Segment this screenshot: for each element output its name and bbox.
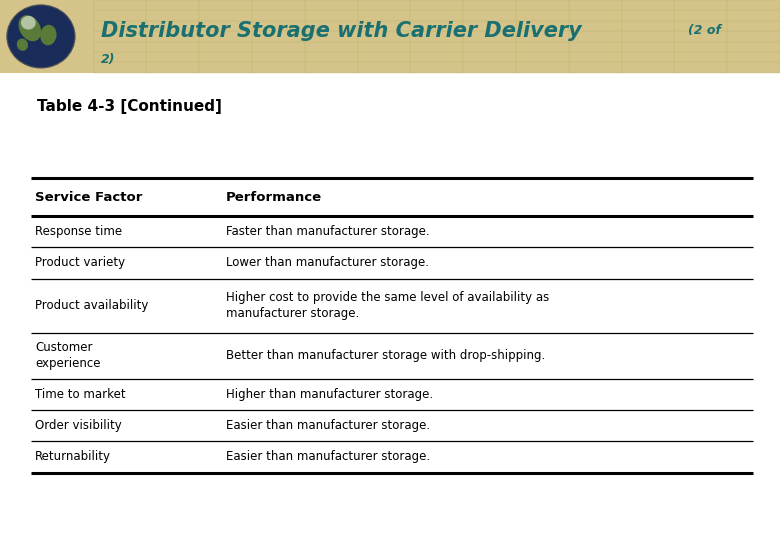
Text: Performance: Performance <box>226 191 322 204</box>
FancyBboxPatch shape <box>0 0 780 73</box>
Ellipse shape <box>19 15 41 41</box>
Text: Response time: Response time <box>35 225 122 238</box>
Ellipse shape <box>17 38 28 51</box>
Text: Higher than manufacturer storage.: Higher than manufacturer storage. <box>226 388 434 401</box>
Text: 2): 2) <box>101 53 116 66</box>
Ellipse shape <box>41 25 56 45</box>
Text: Returnability: Returnability <box>35 450 111 463</box>
Circle shape <box>21 16 36 30</box>
Circle shape <box>7 5 75 68</box>
Text: Order visibility: Order visibility <box>35 419 122 432</box>
Text: Lower than manufacturer storage.: Lower than manufacturer storage. <box>226 256 429 269</box>
Text: Table 4-3 [Continued]: Table 4-3 [Continued] <box>37 99 222 114</box>
Text: Easier than manufacturer storage.: Easier than manufacturer storage. <box>226 419 431 432</box>
Text: Distributor Storage with Carrier Delivery: Distributor Storage with Carrier Deliver… <box>101 21 582 40</box>
Text: Product variety: Product variety <box>35 256 126 269</box>
Text: Better than manufacturer storage with drop-shipping.: Better than manufacturer storage with dr… <box>226 349 545 362</box>
Text: Easier than manufacturer storage.: Easier than manufacturer storage. <box>226 450 431 463</box>
Text: Product availability: Product availability <box>35 299 148 312</box>
Text: Higher cost to provide the same level of availability as
manufacturer storage.: Higher cost to provide the same level of… <box>226 291 549 320</box>
Text: Faster than manufacturer storage.: Faster than manufacturer storage. <box>226 225 430 238</box>
Text: Time to market: Time to market <box>35 388 126 401</box>
Text: Service Factor: Service Factor <box>35 191 143 204</box>
Text: Customer
experience: Customer experience <box>35 341 101 370</box>
Text: (2 of: (2 of <box>688 24 721 37</box>
